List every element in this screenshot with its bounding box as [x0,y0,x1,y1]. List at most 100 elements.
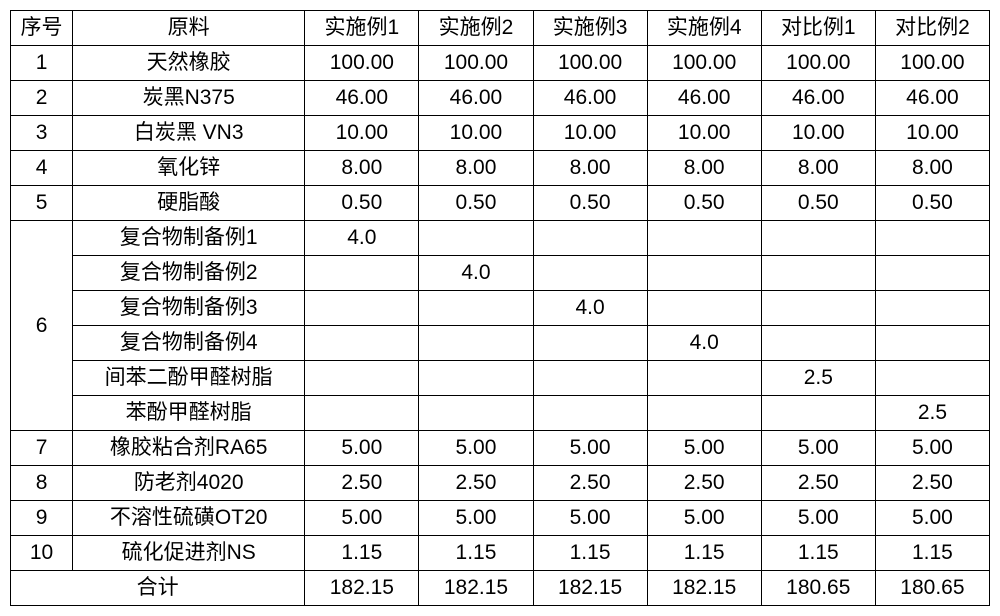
cell-value: 4.0 [305,221,419,256]
cell-value: 8.00 [419,151,533,186]
table-row: 3 白炭黑 VN3 10.00 10.00 10.00 10.00 10.00 … [11,116,990,151]
cell-value: 100.00 [533,46,647,81]
cell-index: 6 [11,221,73,431]
cell-name: 间苯二酚甲醛树脂 [73,361,305,396]
cell-value: 1.15 [647,536,761,571]
cell-value [533,361,647,396]
cell-value [419,326,533,361]
cell-value [305,396,419,431]
table-row: 4 氧化锌 8.00 8.00 8.00 8.00 8.00 8.00 [11,151,990,186]
col-index: 序号 [11,11,73,46]
cell-value [761,396,875,431]
cell-value [875,291,989,326]
cell-value: 46.00 [305,81,419,116]
cell-value [761,256,875,291]
cell-name: 硫化促进剂NS [73,536,305,571]
cell-value [647,396,761,431]
cell-value: 5.00 [419,501,533,536]
table-row: 苯酚甲醛树脂 2.5 [11,396,990,431]
total-value: 180.65 [761,571,875,606]
cell-index: 9 [11,501,73,536]
table-row: 复合物制备例2 4.0 [11,256,990,291]
cell-value [647,221,761,256]
cell-name: 不溶性硫磺OT20 [73,501,305,536]
cell-name: 复合物制备例4 [73,326,305,361]
table-row: 10 硫化促进剂NS 1.15 1.15 1.15 1.15 1.15 1.15 [11,536,990,571]
cell-value [419,291,533,326]
cell-value [875,361,989,396]
cell-name: 炭黑N375 [73,81,305,116]
cell-value: 2.50 [875,466,989,501]
cell-value: 5.00 [533,431,647,466]
col-compare-2: 对比例2 [875,11,989,46]
cell-value: 10.00 [875,116,989,151]
cell-value: 10.00 [419,116,533,151]
cell-name: 氧化锌 [73,151,305,186]
table-row: 6 复合物制备例1 4.0 [11,221,990,256]
cell-value: 4.0 [533,291,647,326]
cell-value: 5.00 [761,501,875,536]
cell-value: 2.50 [533,466,647,501]
cell-value [419,221,533,256]
cell-value [647,291,761,326]
cell-value: 100.00 [419,46,533,81]
col-example-3: 实施例3 [533,11,647,46]
cell-value: 4.0 [419,256,533,291]
cell-value [761,326,875,361]
cell-value [761,291,875,326]
cell-name: 硬脂酸 [73,186,305,221]
cell-name: 复合物制备例1 [73,221,305,256]
cell-value: 10.00 [647,116,761,151]
cell-value: 0.50 [647,186,761,221]
cell-value [419,396,533,431]
cell-value [533,326,647,361]
table-row: 8 防老剂4020 2.50 2.50 2.50 2.50 2.50 2.50 [11,466,990,501]
table-row: 2 炭黑N375 46.00 46.00 46.00 46.00 46.00 4… [11,81,990,116]
col-material: 原料 [73,11,305,46]
cell-value [305,291,419,326]
cell-value: 1.15 [533,536,647,571]
total-value: 182.15 [305,571,419,606]
cell-name: 苯酚甲醛树脂 [73,396,305,431]
cell-value [533,396,647,431]
table-row: 复合物制备例4 4.0 [11,326,990,361]
cell-value: 5.00 [305,501,419,536]
cell-value: 46.00 [647,81,761,116]
cell-value [419,361,533,396]
cell-value: 10.00 [761,116,875,151]
col-example-4: 实施例4 [647,11,761,46]
cell-value: 8.00 [761,151,875,186]
cell-value: 8.00 [305,151,419,186]
cell-value: 5.00 [419,431,533,466]
table-row: 5 硬脂酸 0.50 0.50 0.50 0.50 0.50 0.50 [11,186,990,221]
cell-name: 白炭黑 VN3 [73,116,305,151]
total-value: 182.15 [647,571,761,606]
cell-value: 100.00 [647,46,761,81]
header-row: 序号 原料 实施例1 实施例2 实施例3 实施例4 对比例1 对比例2 [11,11,990,46]
cell-value: 100.00 [875,46,989,81]
cell-value: 46.00 [533,81,647,116]
total-row: 合计 182.15 182.15 182.15 182.15 180.65 18… [11,571,990,606]
cell-name: 防老剂4020 [73,466,305,501]
total-label: 合计 [11,571,305,606]
cell-name: 天然橡胶 [73,46,305,81]
cell-value: 5.00 [647,501,761,536]
cell-value [305,256,419,291]
cell-value: 2.5 [875,396,989,431]
cell-value: 46.00 [419,81,533,116]
cell-value: 1.15 [875,536,989,571]
cell-index: 8 [11,466,73,501]
cell-value: 10.00 [533,116,647,151]
cell-value [875,221,989,256]
total-value: 182.15 [419,571,533,606]
total-value: 182.15 [533,571,647,606]
cell-value: 0.50 [419,186,533,221]
cell-value: 5.00 [647,431,761,466]
cell-value: 8.00 [647,151,761,186]
cell-value [647,256,761,291]
cell-name: 橡胶粘合剂RA65 [73,431,305,466]
cell-value: 10.00 [305,116,419,151]
cell-value: 0.50 [761,186,875,221]
col-example-2: 实施例2 [419,11,533,46]
cell-value: 46.00 [875,81,989,116]
